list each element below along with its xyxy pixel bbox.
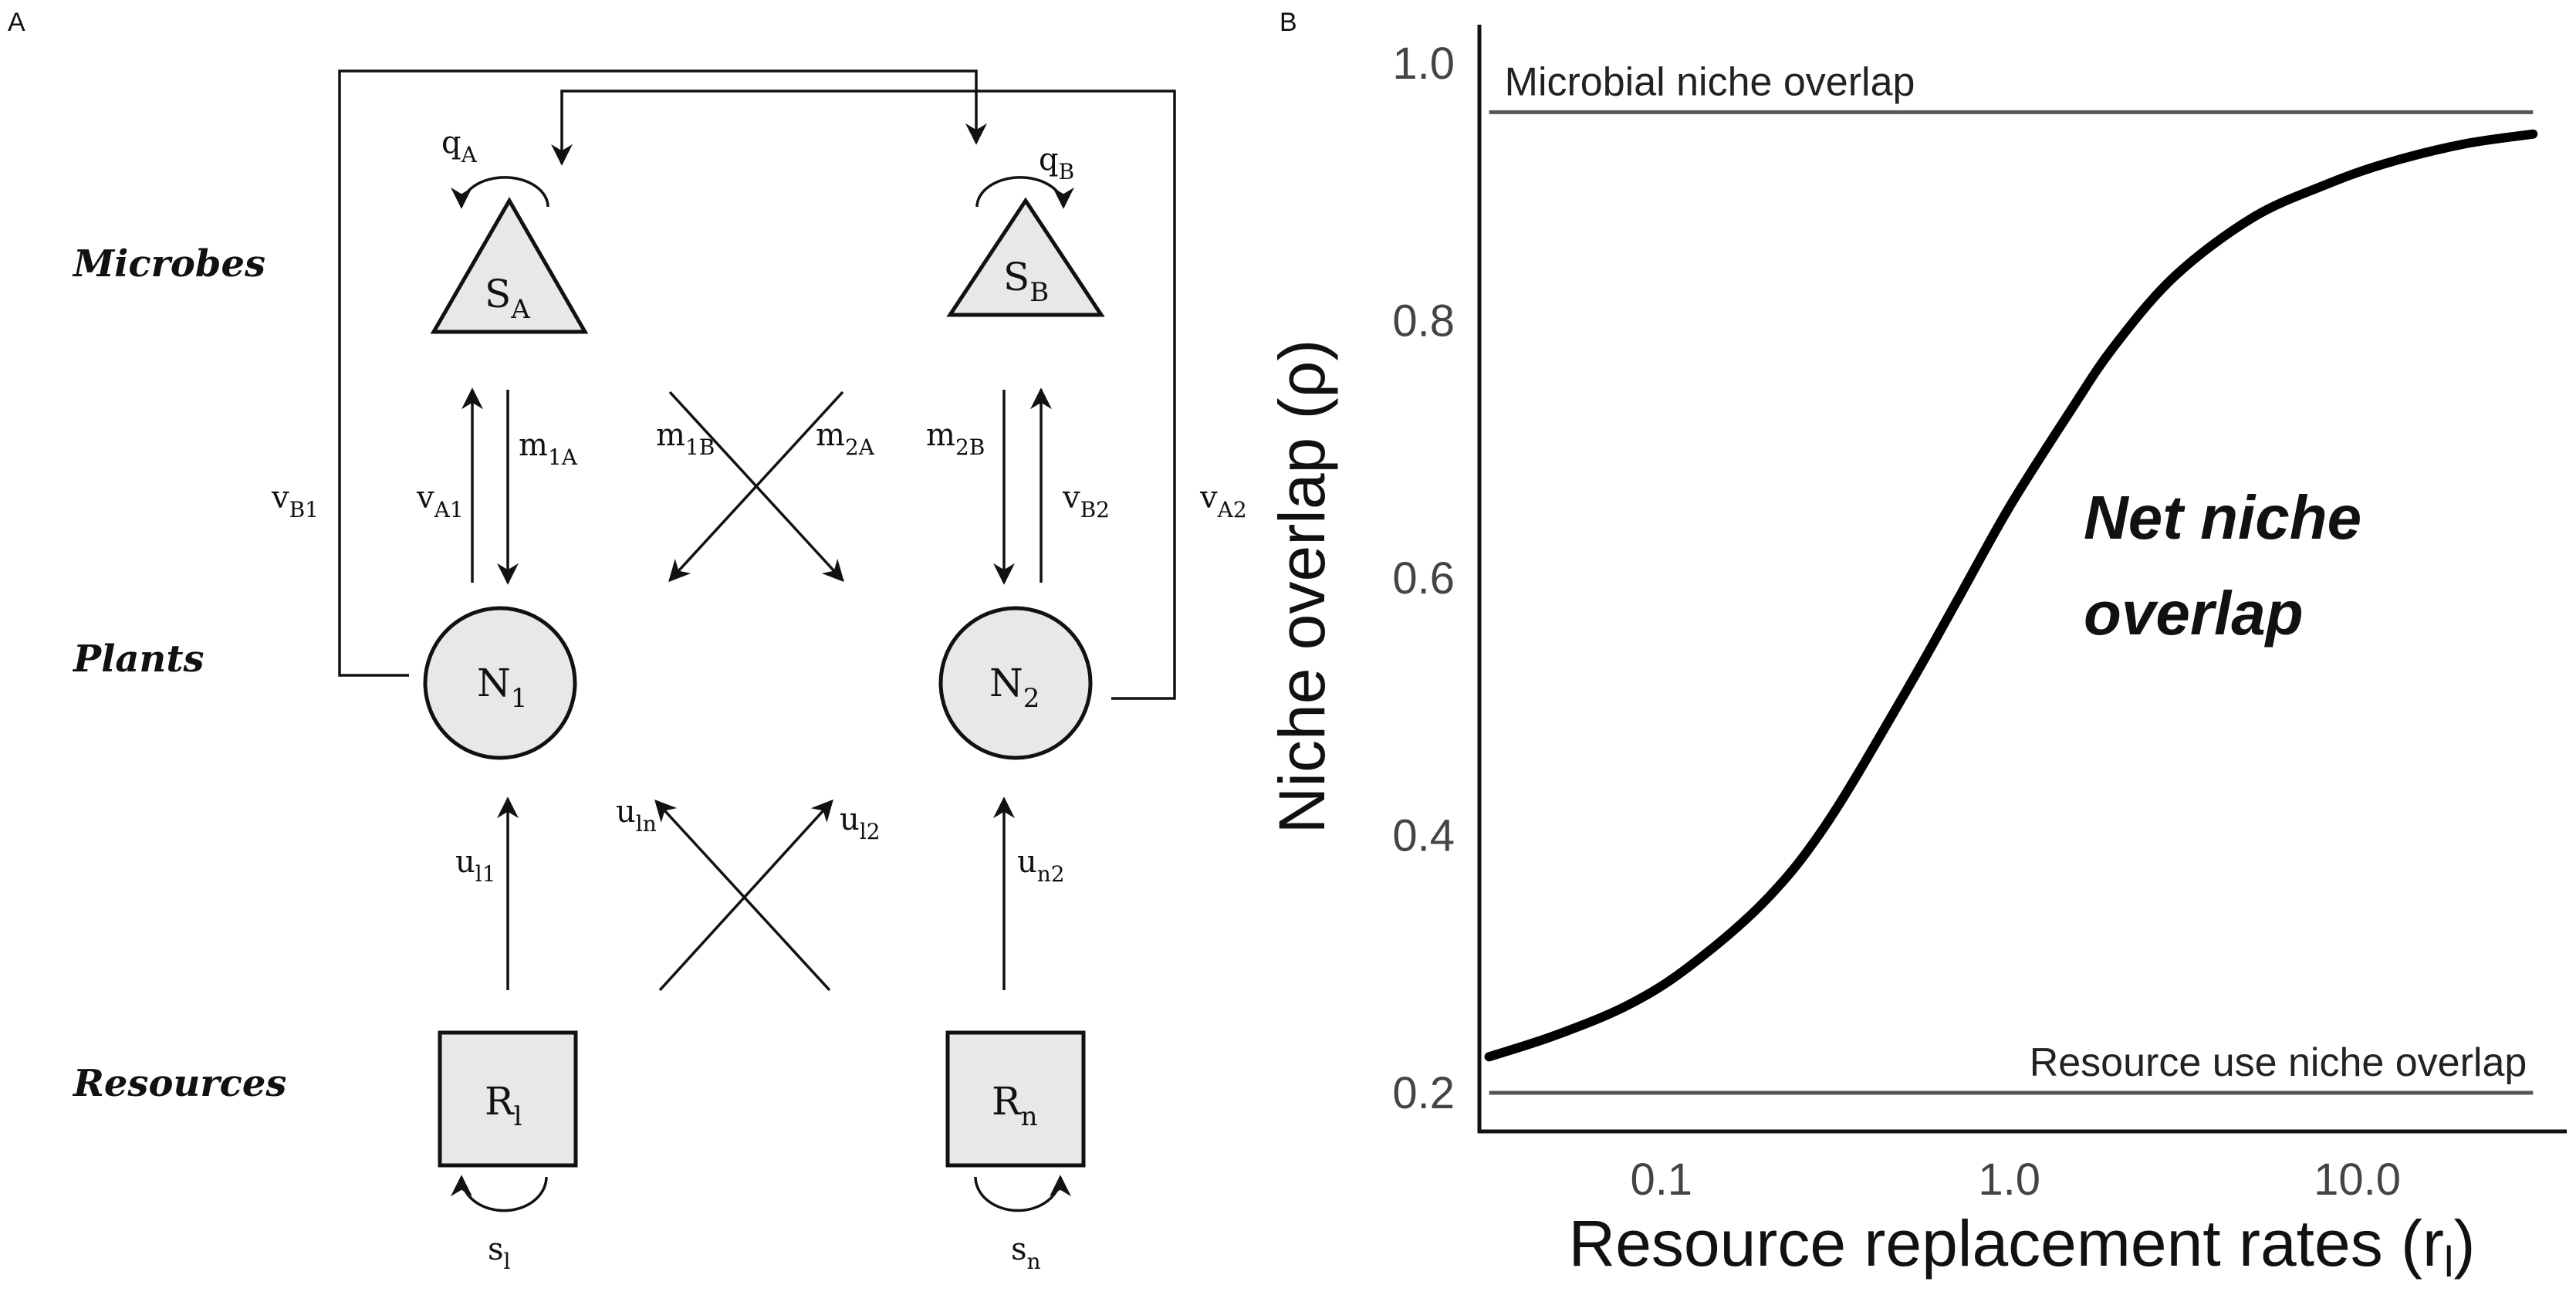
edge-label-m1b: m1B — [656, 418, 715, 460]
row-label-plants: Plants — [72, 637, 205, 681]
panel-b-label: B — [1280, 8, 1297, 37]
edge-label-vb1: vB1 — [271, 480, 319, 522]
edge-label-uln: uln — [616, 794, 657, 837]
feedback-loop-n2-to-sa — [551, 90, 1176, 700]
y-tick-labels: 0.2 0.4 0.6 0.8 1.0 — [1392, 39, 1455, 1118]
panel-a-label: A — [8, 8, 25, 37]
edge-label-va2: vA2 — [1199, 480, 1247, 522]
triangle-shape — [946, 197, 1105, 317]
y-tick-label: 0.2 — [1392, 1068, 1455, 1118]
row-label-microbes: Microbes — [72, 242, 265, 286]
edge-label-un2: un2 — [1017, 844, 1065, 887]
edge-label-ul1: ul1 — [455, 844, 496, 887]
feedback-loop-n1-to-sb — [338, 69, 987, 677]
node-n2: N2 — [938, 606, 1093, 760]
square-shape — [945, 1030, 1086, 1168]
edge-label-va1: vA1 — [416, 480, 464, 522]
edge-label-m2b: m2B — [926, 418, 985, 460]
circle-shape — [423, 606, 577, 760]
x-tick-label: 1.0 — [1978, 1155, 2040, 1205]
y-tick-label: 0.8 — [1392, 296, 1455, 347]
edge-label-m2a: m2A — [816, 418, 875, 460]
self-loop-sn — [974, 1175, 1071, 1212]
node-sa: SA — [430, 196, 589, 334]
node-n2-label: N2 — [989, 661, 1040, 714]
self-loop-qa — [451, 176, 549, 209]
node-sb-label: SB — [1003, 255, 1049, 308]
edge-label-qb: qB — [1039, 142, 1074, 184]
node-sb: SB — [946, 197, 1105, 317]
node-rl: Rl — [438, 1030, 578, 1168]
node-sa-label: SA — [485, 272, 530, 325]
edge-label-vb2: vB2 — [1062, 480, 1110, 522]
node-rl-label: Rl — [485, 1079, 522, 1132]
edge-label-sn: sn — [1011, 1232, 1041, 1274]
edge-label-ul2: ul2 — [840, 802, 881, 844]
row-label-resources: Resources — [72, 1062, 286, 1105]
node-rn-label: Rn — [992, 1079, 1038, 1132]
edge-label-sl: sl — [488, 1232, 511, 1274]
arrow-ul2 — [658, 799, 833, 992]
series-annotation-line1: Net niche — [2084, 483, 2361, 552]
edge-label-m1a: m1A — [519, 428, 578, 470]
edge-label-qa: qA — [441, 125, 478, 167]
y-tick-label: 1.0 — [1392, 39, 1455, 89]
reference-label-microbial: Microbial niche overlap — [1505, 59, 1915, 104]
series-line-net-niche-overlap — [1484, 129, 2538, 1062]
panel-b-chart: B 0.2 0.4 0.6 0.8 1.0 0.1 1.0 10.0 Niche overl… — [1266, 8, 2567, 1286]
series-annotation-line2: overlap — [2084, 579, 2304, 648]
x-tick-label: 10.0 — [2314, 1155, 2401, 1205]
triangle-shape — [430, 196, 589, 334]
circle-shape — [938, 606, 1093, 760]
x-tick-label: 0.1 — [1630, 1155, 1692, 1205]
y-tick-label: 0.6 — [1392, 553, 1455, 604]
arrow-uln — [654, 799, 831, 992]
x-tick-labels: 0.1 1.0 10.0 — [1630, 1155, 2401, 1205]
self-loop-qb — [975, 176, 1074, 209]
node-rn: Rn — [945, 1030, 1086, 1168]
square-shape — [438, 1030, 578, 1168]
x-axis-label: Resource replacement rates (rl) — [1569, 1207, 2476, 1286]
node-n1: N1 — [423, 606, 577, 760]
arrow-m1b — [668, 391, 844, 583]
y-tick-label: 0.4 — [1392, 810, 1455, 861]
reference-label-resource-use: Resource use niche overlap — [2030, 1040, 2527, 1085]
self-loop-sl — [451, 1175, 548, 1212]
panel-a-diagram: A Microbes Plants Resources SA SB qA qB … — [8, 8, 1247, 1274]
node-n1-label: N1 — [477, 661, 527, 714]
y-axis-label: Niche overlap (ρ) — [1266, 340, 1338, 834]
